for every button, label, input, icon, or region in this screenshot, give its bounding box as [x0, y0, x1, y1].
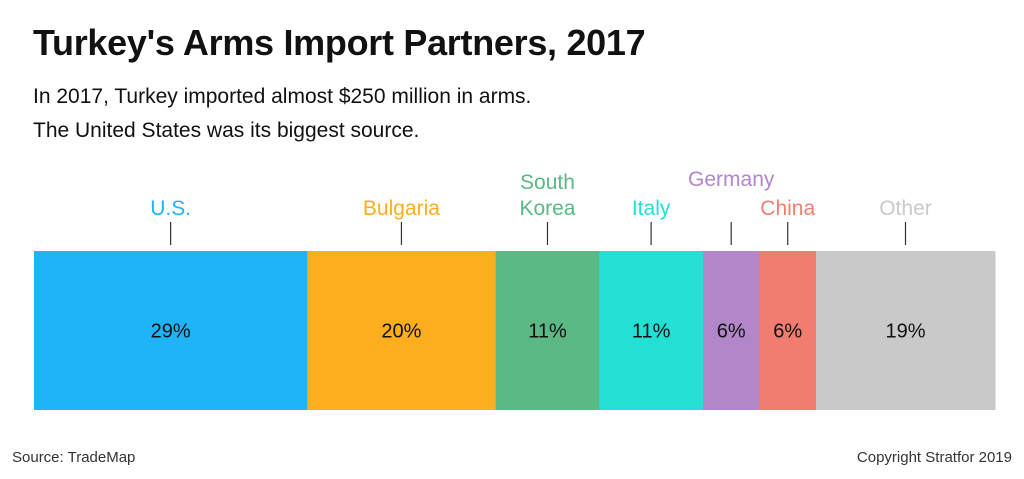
value-label-south-korea: 11%: [528, 321, 567, 343]
category-label-china: China: [760, 197, 815, 220]
category-label-bulgaria: Bulgaria: [363, 197, 440, 220]
value-label-bulgaria: 20%: [381, 321, 421, 343]
bar-segment-china: [759, 251, 817, 410]
chart-title: Turkey's Arms Import Partners, 2017: [33, 22, 646, 63]
chart-subtitle: In 2017, Turkey imported almost $250 mil…: [33, 80, 933, 148]
bar-segment-germany: [702, 251, 760, 410]
category-label-germany: Germany: [688, 168, 775, 191]
category-label-other: Other: [879, 197, 932, 220]
bar-segment-italy: [599, 251, 704, 410]
value-label-germany: 6%: [717, 321, 746, 343]
category-label-south-korea: South Korea: [519, 171, 575, 220]
bar-segment-u-s: [34, 251, 308, 410]
subtitle-line-1: In 2017, Turkey imported almost $250 mil…: [33, 85, 532, 108]
category-label-u-s: U.S.: [150, 197, 191, 220]
bar-segment-bulgaria: [307, 251, 497, 410]
bar-segment-south-korea: [495, 251, 600, 410]
source-note: Source: TradeMap: [12, 449, 136, 466]
bar-segment-other: [815, 251, 996, 410]
subtitle-line-2: The United States was its biggest source…: [33, 119, 420, 142]
value-label-italy: 11%: [632, 321, 671, 343]
value-label-other: 19%: [885, 321, 925, 343]
copyright-note: Copyright Stratfor 2019: [856, 449, 1012, 466]
value-label-china: 6%: [773, 321, 802, 343]
category-label-italy: Italy: [632, 197, 671, 220]
value-label-u-s: 29%: [151, 321, 191, 343]
